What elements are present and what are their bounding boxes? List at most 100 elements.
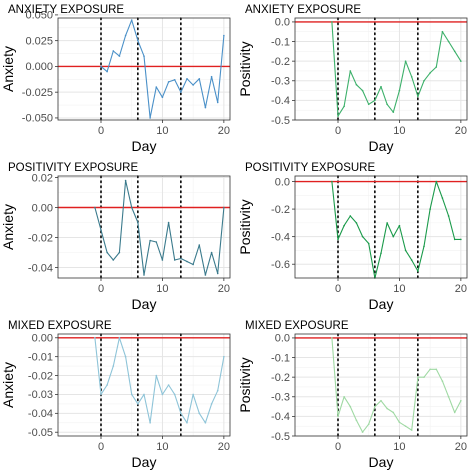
x-tick-label: 20 [455,283,467,295]
y-tick-label: 0.02 [32,172,53,184]
y-tick-label: 0.0 [275,333,290,345]
y-tick-label: -0.03 [28,389,53,401]
x-tick-label: 20 [218,125,230,137]
panel-title: POSITIVITY EXPOSURE [245,162,375,174]
y-tick-label: -0.5 [271,431,290,443]
data-point [441,380,444,382]
data-point [367,103,370,106]
data-point [204,274,207,276]
data-point [343,395,345,398]
panel-title: POSITIVITY EXPOSURE [8,162,138,174]
data-point [155,374,158,377]
plot-area [58,176,230,278]
data-point [100,229,102,231]
data-point [392,111,395,113]
x-tick-label: 20 [455,125,467,137]
data-point [118,55,121,57]
data-point [423,245,425,248]
data-point [392,235,395,238]
data-point [106,251,108,254]
y-tick-label: -0.2 [271,204,290,216]
data-point [410,76,413,78]
data-point [441,30,444,33]
x-axis-title: Day [132,296,157,312]
y-tick-label: 0.00 [32,202,53,214]
data-point [337,115,339,117]
series-line [331,21,462,117]
x-axis-title: Day [132,138,157,154]
y-tick-label: -0.025 [22,87,53,99]
data-point [361,89,364,92]
data-point [130,393,133,396]
data-point [223,34,225,37]
panel-border [57,175,231,279]
data-point [417,376,419,378]
y-tick-label: -0.2 [271,372,290,384]
data-point [198,412,201,415]
data-point [417,270,419,272]
y-tick-label: -0.3 [271,76,290,88]
data-point [173,259,176,261]
data-point [361,431,364,433]
data-point [137,403,139,405]
data-point [435,180,438,183]
data-point [198,77,201,80]
y-tick-label: -0.5 [271,115,290,127]
data-point [355,222,358,224]
data-point [143,55,145,57]
data-point [460,238,462,241]
y-tick-label: 0.0 [275,176,290,188]
data-point [112,50,115,52]
y-tick-label: 0.000 [25,61,53,73]
y-tick-label: -0.050 [22,113,53,125]
data-point [447,395,450,398]
x-tick-label: 10 [156,441,168,453]
data-point [453,50,456,53]
x-tick-label: 20 [218,441,230,453]
y-tick-label: -0.1 [271,352,290,364]
panel-border [57,17,231,121]
x-tick-label: 0 [335,125,341,137]
data-point [210,75,213,78]
panel-border [294,17,468,121]
data-point [398,421,401,424]
data-point [460,60,462,62]
data-point [112,365,115,367]
data-point [374,405,376,408]
data-point [423,376,425,378]
panel-border [294,333,468,437]
data-point [210,251,213,254]
series-line [331,180,461,279]
data-point [355,83,358,86]
data-point [349,215,352,217]
data-point [380,85,382,88]
data-point [130,19,133,21]
x-tick-label: 0 [98,125,104,137]
data-point [118,336,121,339]
data-point [223,355,225,358]
data-point [343,224,345,227]
data-point [435,66,438,68]
data-point [331,337,333,339]
data-point [337,238,339,241]
data-point [447,40,450,43]
plot-area [295,176,467,278]
data-point [398,224,401,227]
data-point [380,252,382,254]
data-point [404,60,407,62]
data-point [124,179,127,182]
data-point [410,429,413,431]
y-tick-label: -0.04 [28,408,53,420]
x-axis-title: Day [132,454,157,470]
data-point [349,70,352,72]
chart-panel: 0 10 20 0.02 0.00 -0.02 -0.04 Day Anxiety POSITIV… [0,162,231,312]
y-tick-label: -0.4 [271,411,290,423]
data-point [380,399,382,402]
x-tick-label: 10 [156,125,168,137]
data-point [404,249,407,252]
data-point [100,393,102,396]
data-point [149,421,151,424]
data-point [180,257,182,260]
data-point [204,421,207,424]
